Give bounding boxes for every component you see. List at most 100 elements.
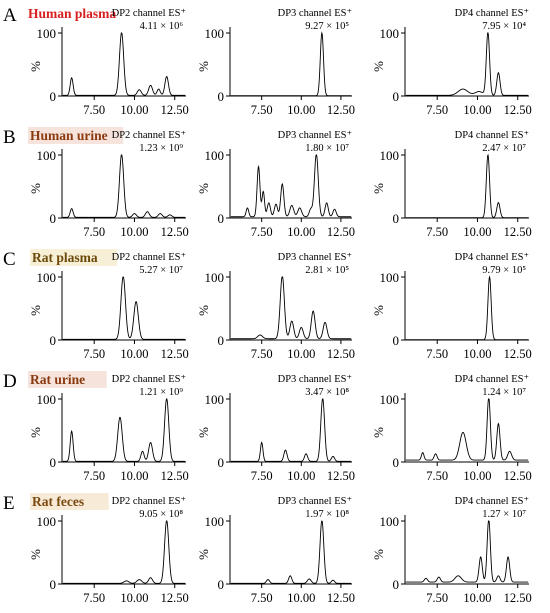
sample-title-highlight bbox=[28, 127, 124, 144]
chromatogram-trace bbox=[230, 398, 352, 462]
x-tick-label: 10.00 bbox=[120, 591, 148, 605]
sample-title-highlight bbox=[26, 5, 130, 22]
sample-title: Human plasma bbox=[28, 6, 116, 21]
panel-row-c: C Rat plasma DP2 channel ES⁺ 5.27 × 10⁷ 0 100… bbox=[3, 249, 532, 361]
y-axis-label: % bbox=[371, 61, 386, 72]
channel-label: DP2 channel ES⁺ bbox=[112, 8, 187, 19]
y-axis-label: % bbox=[28, 61, 43, 72]
sample-title-highlight bbox=[30, 493, 109, 510]
x-tick-label: 7.50 bbox=[83, 225, 105, 239]
y-tick-label: 100 bbox=[205, 26, 225, 41]
sample-title: Rat feces bbox=[32, 494, 84, 509]
y-axis-label: % bbox=[28, 183, 43, 194]
chromatogram-trace bbox=[62, 154, 186, 218]
y-axis-label: % bbox=[371, 305, 386, 316]
y-tick-label: 100 bbox=[380, 26, 400, 41]
panel-row-e: E Rat feces DP2 channel ES⁺ 9.05 × 10⁸ 0 100%… bbox=[3, 493, 532, 605]
chromatogram-panel-c-1: DP2 channel ES⁺ 5.27 × 10⁷ 0 100% 7.50 10.00 1… bbox=[28, 252, 189, 361]
y-tick-label: 0 bbox=[50, 455, 57, 470]
y-axis-label: % bbox=[28, 549, 43, 560]
intensity-label: 1.23 × 10⁹ bbox=[139, 143, 183, 154]
channel-label: DP3 channel ES⁺ bbox=[278, 496, 353, 507]
intensity-label: 4.11 × 10⁶ bbox=[140, 21, 184, 32]
x-tick-label: 12.50 bbox=[504, 225, 532, 239]
intensity-label: 1.27 × 10⁷ bbox=[482, 509, 526, 520]
intensity-label: 2.47 × 10⁷ bbox=[482, 143, 526, 154]
chromatogram-panel-d-1: DP2 channel ES⁺ 1.21 × 10⁹ 0 100% 7.50 10.00 1… bbox=[28, 374, 189, 483]
y-axis-label: % bbox=[196, 183, 211, 194]
x-tick-label: 12.50 bbox=[504, 591, 532, 605]
panel-row-d: D Rat urine DP2 channel ES⁺ 1.21 × 10⁹ 0 100%… bbox=[3, 371, 532, 483]
y-tick-label: 100 bbox=[37, 148, 57, 163]
channel-label: DP3 channel ES⁺ bbox=[278, 374, 353, 385]
chromatogram-trace bbox=[62, 398, 186, 462]
intensity-label: 1.24 × 10⁷ bbox=[482, 387, 526, 398]
chromatogram-panel-a-3: DP4 channel ES⁺ 7.95 × 10⁴ 0 100% 7.50 10.00 1… bbox=[371, 8, 532, 117]
x-tick-label: 7.50 bbox=[251, 103, 273, 117]
sample-title-highlight bbox=[30, 249, 117, 266]
x-tick-label: 7.50 bbox=[426, 103, 448, 117]
y-tick-label: 0 bbox=[50, 333, 57, 348]
x-tick-label: 12.50 bbox=[161, 469, 189, 483]
x-tick-label: 7.50 bbox=[83, 103, 105, 117]
channel-label: DP4 channel ES⁺ bbox=[455, 374, 530, 385]
channel-label: DP2 channel ES⁺ bbox=[112, 374, 187, 385]
x-tick-label: 12.50 bbox=[504, 469, 532, 483]
y-tick-label: 100 bbox=[205, 392, 225, 407]
chromatogram-panel-e-3: DP4 channel ES⁺ 1.27 × 10⁷ 0 100% 7.50 10.00 1… bbox=[371, 496, 532, 605]
y-tick-label: 100 bbox=[205, 148, 225, 163]
row-letter: D bbox=[3, 371, 17, 392]
x-tick-label: 10.00 bbox=[287, 469, 315, 483]
chromatogram-trace bbox=[230, 520, 352, 584]
channel-label: DP4 channel ES⁺ bbox=[455, 496, 530, 507]
y-tick-label: 100 bbox=[37, 392, 57, 407]
x-tick-label: 12.50 bbox=[504, 103, 532, 117]
y-axis-label: % bbox=[371, 183, 386, 194]
intensity-label: 1.21 × 10⁹ bbox=[139, 387, 183, 398]
panel-row-b: B Human urine DP2 channel ES⁺ 1.23 × 10⁹ 0 10… bbox=[3, 127, 532, 239]
channel-label: DP3 channel ES⁺ bbox=[278, 252, 353, 263]
y-axis-label: % bbox=[28, 427, 43, 438]
y-tick-label: 0 bbox=[393, 211, 400, 226]
y-tick-label: 100 bbox=[205, 270, 225, 285]
row-letter: A bbox=[3, 5, 17, 26]
y-tick-label: 100 bbox=[380, 148, 400, 163]
y-axis-label: % bbox=[28, 305, 43, 316]
channel-label: DP4 channel ES⁺ bbox=[455, 8, 530, 19]
y-tick-label: 100 bbox=[37, 270, 57, 285]
x-tick-label: 12.50 bbox=[504, 347, 532, 361]
y-tick-label: 100 bbox=[205, 514, 225, 529]
channel-label: DP2 channel ES⁺ bbox=[112, 496, 187, 507]
x-tick-label: 12.50 bbox=[327, 347, 355, 361]
sample-title: Human urine bbox=[30, 128, 108, 143]
x-tick-label: 10.00 bbox=[120, 469, 148, 483]
x-tick-label: 10.00 bbox=[287, 591, 315, 605]
x-tick-label: 12.50 bbox=[161, 225, 189, 239]
x-tick-label: 12.50 bbox=[327, 591, 355, 605]
x-tick-label: 7.50 bbox=[251, 347, 273, 361]
chromatogram-panel-c-3: DP4 channel ES⁺ 9.79 × 10⁵ 0 100% 7.50 10.00 1… bbox=[371, 252, 532, 361]
chromatogram-trace bbox=[62, 32, 186, 96]
y-tick-label: 100 bbox=[37, 514, 57, 529]
y-tick-label: 0 bbox=[393, 89, 400, 104]
x-tick-label: 7.50 bbox=[251, 469, 273, 483]
y-tick-label: 0 bbox=[218, 333, 225, 348]
y-axis-label: % bbox=[196, 427, 211, 438]
intensity-label: 5.27 × 10⁷ bbox=[139, 265, 183, 276]
y-tick-label: 0 bbox=[50, 89, 57, 104]
chromatogram-panel-a-2: DP3 channel ES⁺ 9.27 × 10⁵ 0 100% 7.50 10.00 1… bbox=[196, 8, 355, 117]
chromatogram-panel-b-1: DP2 channel ES⁺ 1.23 × 10⁹ 0 100% 7.50 10.00 1… bbox=[28, 130, 189, 239]
x-tick-label: 7.50 bbox=[426, 469, 448, 483]
intensity-label: 9.27 × 10⁵ bbox=[305, 21, 349, 32]
chromatogram-trace bbox=[62, 520, 186, 584]
sample-title-highlight bbox=[28, 371, 107, 388]
y-tick-label: 0 bbox=[393, 577, 400, 592]
x-tick-label: 10.00 bbox=[120, 225, 148, 239]
y-tick-label: 100 bbox=[37, 26, 57, 41]
y-tick-label: 0 bbox=[218, 455, 225, 470]
channel-label: DP3 channel ES⁺ bbox=[278, 8, 353, 19]
x-tick-label: 10.00 bbox=[287, 347, 315, 361]
chromatogram-trace bbox=[405, 153, 529, 219]
